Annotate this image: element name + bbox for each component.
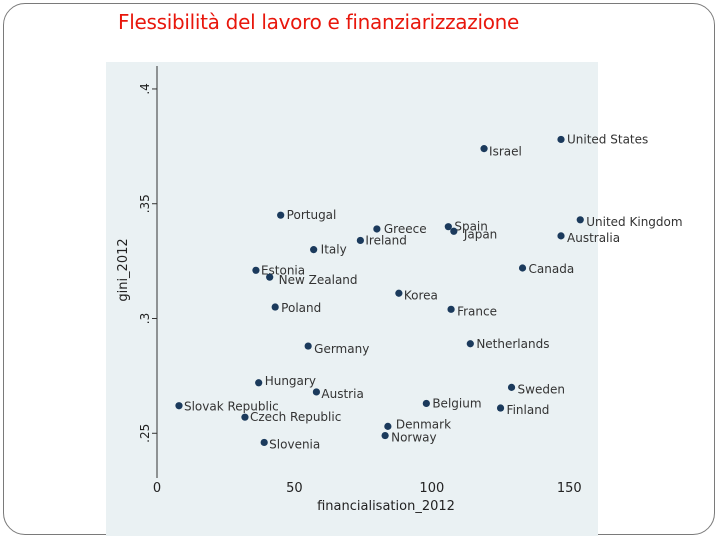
point-label: Austria (321, 387, 363, 401)
point-label: Australia (567, 231, 620, 245)
chart-background (106, 62, 598, 536)
point-label: Canada (529, 262, 575, 276)
data-point (266, 273, 274, 281)
point-label: Korea (404, 288, 438, 302)
point-label: United Kingdom (586, 215, 682, 229)
chart-axes: .25 .3 .35 .4 0 50 100 150 gini_2012 financialisa… (116, 66, 582, 514)
data-point (518, 264, 527, 272)
data-point (496, 404, 505, 412)
point-label: Spain (454, 220, 488, 234)
data-point (373, 225, 381, 233)
data-point (422, 399, 430, 408)
point-label: Greece (384, 222, 427, 236)
point-label: Norway (391, 431, 437, 445)
data-point (395, 289, 403, 297)
data-point (310, 246, 318, 254)
data-point (576, 216, 584, 224)
point-label: United States (567, 132, 648, 146)
point-label: Portugal (287, 208, 337, 222)
x-tick-label: 0 (153, 481, 161, 496)
y-tick-label: .25 (138, 424, 152, 443)
data-point (252, 266, 260, 274)
data-point (175, 402, 183, 410)
point-label: Belgium (432, 396, 481, 410)
point-label: Poland (281, 301, 321, 315)
point-label: France (457, 304, 497, 318)
data-point (241, 413, 249, 421)
point-label: Sweden (518, 382, 565, 396)
x-tick-label: 150 (557, 481, 582, 496)
data-point (444, 223, 452, 231)
point-label: Hungary (265, 374, 316, 388)
data-point (466, 340, 474, 348)
point-label: Italy (321, 243, 347, 257)
point-label: New Zealand (279, 273, 358, 287)
point-label: Czech Republic (250, 410, 341, 424)
data-point (304, 342, 312, 350)
point-label: Ireland (365, 233, 407, 247)
data-point (260, 438, 268, 447)
data-point (381, 431, 389, 440)
point-label: Denmark (396, 417, 451, 431)
data-point (255, 379, 263, 387)
data-point (557, 232, 565, 240)
point-label: Slovak Republic (184, 400, 279, 414)
data-point (557, 135, 565, 144)
data-point (447, 305, 455, 313)
data-point (450, 227, 458, 235)
slide-title: Flessibilità del lavoro e finanziarizzaz… (118, 10, 520, 34)
y-tick-label: .4 (138, 83, 152, 94)
chart-points: United States Israel Portugal United Kingdo… (175, 132, 683, 451)
point-label: Finland (507, 403, 550, 417)
point-label: Netherlands (476, 337, 549, 351)
data-point (312, 388, 321, 396)
x-tick-label: 50 (286, 481, 303, 496)
point-label: Israel (489, 145, 522, 159)
data-point (480, 145, 488, 153)
y-axis-title: gini_2012 (116, 238, 131, 301)
x-axis-title: financialisation_2012 (317, 499, 455, 514)
point-label: Slovenia (269, 437, 320, 451)
point-label: Japan (463, 227, 497, 241)
point-label: Estonia (261, 263, 305, 277)
data-point (507, 383, 516, 391)
x-tick-label: 100 (419, 481, 444, 496)
point-label: Germany (314, 342, 369, 356)
data-point (271, 303, 279, 311)
data-point (277, 211, 285, 219)
y-tick-label: .3 (138, 313, 152, 324)
data-point (384, 422, 392, 430)
y-tick-label: .35 (138, 194, 152, 213)
data-point (356, 236, 364, 245)
